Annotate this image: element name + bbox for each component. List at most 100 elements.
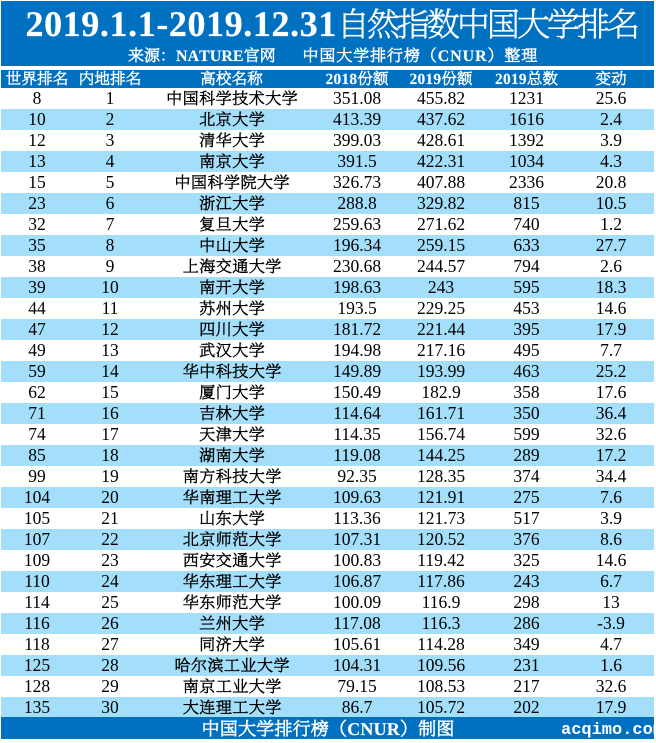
- svg-text:17.9: 17.9: [596, 319, 627, 339]
- svg-text:1.2: 1.2: [600, 214, 622, 234]
- svg-text:391.5: 391.5: [337, 151, 377, 171]
- svg-text:298: 298: [513, 592, 540, 612]
- svg-text:182.9: 182.9: [421, 382, 461, 402]
- svg-text:125: 125: [24, 655, 51, 675]
- svg-text:8: 8: [106, 235, 115, 255]
- svg-text:20: 20: [101, 487, 119, 507]
- svg-text:24: 24: [101, 571, 119, 591]
- svg-text:15: 15: [28, 172, 46, 192]
- svg-text:149.89: 149.89: [333, 361, 381, 381]
- svg-text:100.09: 100.09: [333, 592, 381, 612]
- svg-text:18: 18: [101, 445, 119, 465]
- svg-text:6: 6: [106, 193, 115, 213]
- svg-text:116: 116: [24, 613, 50, 633]
- svg-text:358: 358: [513, 382, 540, 402]
- svg-text:10: 10: [28, 109, 46, 129]
- svg-text:7.6: 7.6: [600, 487, 622, 507]
- svg-text:13: 13: [602, 592, 620, 612]
- svg-text:14.6: 14.6: [596, 550, 627, 570]
- svg-text:1034: 1034: [509, 151, 544, 171]
- svg-text:275: 275: [513, 487, 540, 507]
- svg-text:217.16: 217.16: [417, 340, 465, 360]
- svg-text:181.72: 181.72: [333, 319, 381, 339]
- svg-text:117.86: 117.86: [417, 571, 465, 591]
- svg-text:13: 13: [101, 340, 119, 360]
- svg-text:4.3: 4.3: [600, 151, 622, 171]
- svg-text:351.08: 351.08: [333, 88, 381, 108]
- svg-text:119.42: 119.42: [417, 550, 464, 570]
- svg-text:413.39: 413.39: [333, 109, 381, 129]
- svg-text:62: 62: [28, 382, 46, 402]
- svg-text:107.31: 107.31: [333, 529, 381, 549]
- svg-text:105: 105: [24, 508, 51, 528]
- svg-text:326.73: 326.73: [333, 172, 381, 192]
- svg-text:25: 25: [101, 592, 119, 612]
- svg-text:28: 28: [101, 655, 119, 675]
- svg-text:517: 517: [513, 508, 540, 528]
- svg-text:14: 14: [101, 361, 119, 381]
- svg-text:18.3: 18.3: [596, 277, 627, 297]
- svg-text:34.4: 34.4: [596, 466, 627, 486]
- svg-text:114.35: 114.35: [333, 424, 381, 444]
- svg-text:92.35: 92.35: [337, 466, 377, 486]
- svg-text:39: 39: [28, 277, 46, 297]
- svg-text:44: 44: [28, 298, 46, 318]
- svg-text:325: 325: [513, 550, 540, 570]
- svg-text:117.08: 117.08: [333, 613, 381, 633]
- svg-text:32.6: 32.6: [596, 424, 627, 444]
- svg-text:350: 350: [513, 403, 540, 423]
- svg-text:116.3: 116.3: [422, 613, 461, 633]
- svg-text:815: 815: [513, 193, 540, 213]
- svg-text:12: 12: [101, 319, 119, 339]
- svg-text:104.31: 104.31: [333, 655, 381, 675]
- svg-text:259.63: 259.63: [333, 214, 381, 234]
- svg-text:71: 71: [28, 403, 46, 423]
- svg-text:9: 9: [106, 256, 115, 276]
- svg-text:114: 114: [24, 592, 50, 612]
- svg-text:116.9: 116.9: [422, 592, 461, 612]
- svg-text:17.9: 17.9: [596, 697, 627, 717]
- svg-text:100.83: 100.83: [333, 550, 381, 570]
- svg-text:99: 99: [28, 466, 46, 486]
- svg-text:121.91: 121.91: [417, 487, 465, 507]
- svg-text:32: 32: [28, 214, 46, 234]
- svg-text:399.03: 399.03: [333, 130, 381, 150]
- svg-text:8.6: 8.6: [600, 529, 622, 549]
- svg-text:17: 17: [101, 424, 119, 444]
- svg-text:349: 349: [513, 634, 540, 654]
- svg-text:161.71: 161.71: [417, 403, 465, 423]
- svg-text:128.35: 128.35: [417, 466, 465, 486]
- svg-text:599: 599: [513, 424, 540, 444]
- svg-text:14.6: 14.6: [596, 298, 627, 318]
- svg-text:202: 202: [513, 697, 539, 717]
- svg-text:4: 4: [106, 151, 115, 171]
- svg-text:243: 243: [513, 571, 540, 591]
- svg-text:1392: 1392: [509, 130, 544, 150]
- svg-text:106.87: 106.87: [333, 571, 381, 591]
- svg-text:455.82: 455.82: [417, 88, 465, 108]
- svg-text:3.9: 3.9: [600, 508, 622, 528]
- svg-text:22: 22: [101, 529, 119, 549]
- svg-text:74: 74: [28, 424, 46, 444]
- svg-text:acqimo.com: acqimo.com: [561, 721, 656, 740]
- svg-text:109.63: 109.63: [333, 487, 381, 507]
- svg-text:119.08: 119.08: [333, 445, 381, 465]
- svg-text:27.7: 27.7: [596, 235, 627, 255]
- svg-text:113.36: 113.36: [333, 508, 381, 528]
- svg-text:633: 633: [513, 235, 540, 255]
- svg-text:32.6: 32.6: [596, 676, 627, 696]
- svg-text:27: 27: [101, 634, 119, 654]
- svg-text:217: 217: [513, 676, 540, 696]
- svg-text:244.57: 244.57: [417, 256, 465, 276]
- svg-text:193.99: 193.99: [417, 361, 465, 381]
- svg-text:271.62: 271.62: [417, 214, 465, 234]
- svg-text:30: 30: [101, 697, 119, 717]
- svg-text:35: 35: [28, 235, 46, 255]
- svg-text:36.4: 36.4: [596, 403, 627, 423]
- svg-text:2.6: 2.6: [600, 256, 622, 276]
- svg-text:12: 12: [28, 130, 46, 150]
- svg-text:2: 2: [106, 109, 115, 129]
- svg-text:17.2: 17.2: [596, 445, 627, 465]
- svg-text:428.61: 428.61: [417, 130, 465, 150]
- svg-text:23: 23: [28, 193, 46, 213]
